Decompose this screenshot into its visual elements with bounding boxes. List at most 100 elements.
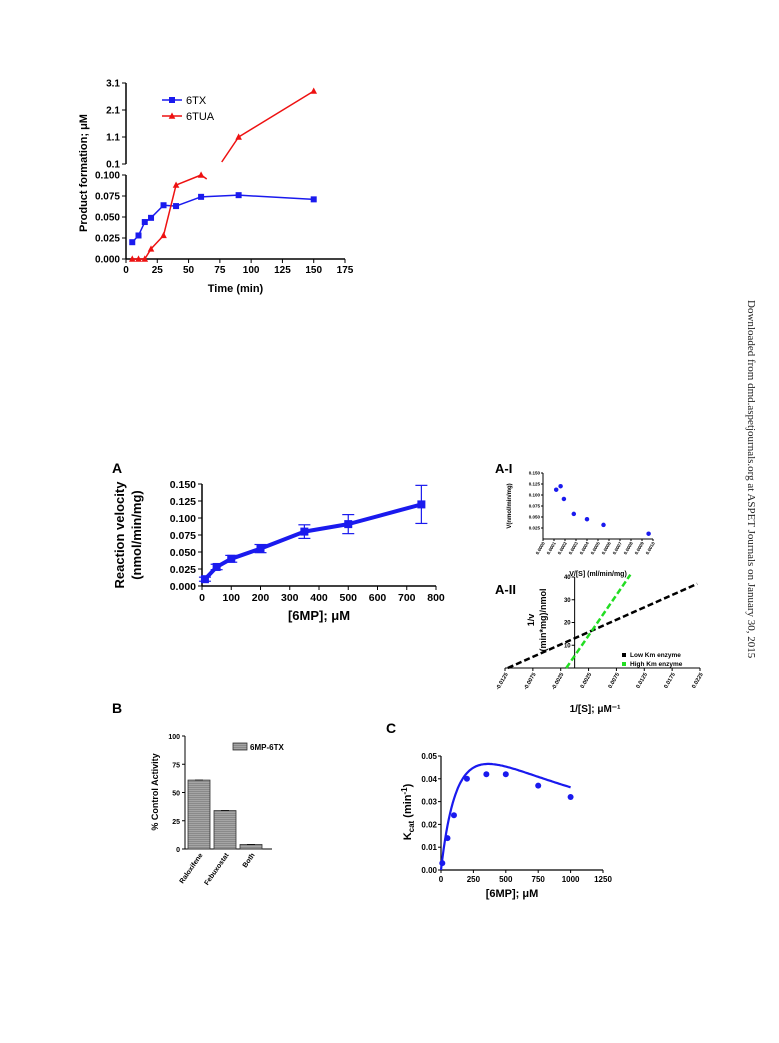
series-line [238,194,314,201]
series-6TX [129,192,317,246]
fit-curve [439,762,571,871]
x-tick-label: 0.0175 [663,672,677,690]
x-tick-label: 0.0006 [601,541,612,556]
legend-marker [169,97,175,103]
x-tick-label: 50 [183,265,195,276]
data-point [561,496,567,502]
y-tick-label: 0.100 [170,513,196,525]
x-tick-label: 250 [467,875,481,884]
y-tick-label: 30 [564,598,571,604]
data-point [310,87,318,94]
data-point [450,812,457,819]
data-point [235,192,242,199]
x-tick-label: 0.0009 [634,541,645,556]
y-tick-label: 0.125 [529,482,541,487]
x-tick-label: 800 [427,592,445,604]
data-point [553,487,559,492]
legend-label: 6TUA [186,111,215,123]
x-tick-label: 1000 [562,875,580,884]
x-tick-label: 0.0010 [645,541,656,556]
y-axis-label: Reaction velocity [112,481,127,589]
x-tick-label: 0.0025 [580,672,594,690]
x-tick-label: -0.0025 [551,672,566,691]
legend: 6MP-6TX [232,742,284,752]
y-tick-label: 0.150 [170,479,196,491]
data-point [300,527,309,536]
x-tick-label: 0.0225 [691,672,705,690]
y-axis-label: Kcat (min-1) [400,783,416,840]
series-line [175,196,202,207]
data-point [135,255,142,262]
data-point [173,203,180,210]
x-tick-label: Raloxifene [179,852,205,885]
x-axis-label: Time (min) [208,283,264,295]
data-point [483,771,490,778]
data-point [160,202,167,209]
series-line-high-km [565,574,632,669]
panel-label-b: B [112,700,122,716]
bar [187,779,211,850]
x-tick-label: 0.0125 [635,672,649,690]
x-tick-label: 0.0008 [623,541,634,556]
chart-panel-b: B 0 25 50 75 100 % Control Activity RaloxifeneF… [112,700,284,887]
legend-swatch [232,742,248,751]
y-tick-label: 50 [172,791,180,798]
data-point [571,511,577,517]
x-tick-label: 100 [222,592,240,604]
series-line [238,90,315,138]
x-tick-label: 0.0002 [557,541,568,556]
y-tick-label: 0.100 [529,493,541,498]
bar [213,810,237,850]
x-tick-label: 0 [123,265,129,276]
data-point [502,771,509,778]
data-point [212,562,221,571]
x-tick-label: 150 [305,265,322,276]
series-6TUA [128,87,318,262]
x-tick-label: 700 [398,592,416,604]
series-line-low-km [507,582,698,670]
y-axis-label: 1/v [526,614,536,627]
legend-label: 6TX [186,95,207,107]
x-tick-label: 0 [439,875,444,884]
x-axis-label: V/[S] (ml/min/mg) [569,571,627,578]
series-kcat [439,762,574,871]
data-point [567,794,574,801]
panel-label-a1: A-I [495,461,512,476]
y-tick-label: 0.150 [529,471,541,476]
y-tick-label: 2.1 [106,106,120,117]
y-axis-label: (nmol/min/mg) [129,490,144,580]
y-tick-label: 0.125 [170,496,196,508]
data-point [172,181,180,188]
fit-curve [203,502,422,581]
y-tick-label: 0.000 [95,255,120,266]
download-watermark: Downloaded from dmd.aspetjournals.org at… [745,300,767,720]
y-tick-label: 0 [176,847,180,854]
panel-label-a: A [112,460,122,476]
x-tick-label: Both [242,852,257,869]
y-tick-label: 10 [564,643,571,649]
data-point [601,522,606,528]
y-tick-label: 75 [172,762,180,769]
y-tick-label: 0.075 [170,530,196,542]
x-tick-label: 0.0004 [579,541,590,556]
data-point [147,245,155,252]
y-tick-label: 0.075 [529,504,541,509]
download-watermark-text: Downloaded from dmd.aspetjournals.org at… [745,300,757,659]
x-tick-label: 500 [339,592,357,604]
x-tick-label: 200 [252,592,270,604]
series-line [201,194,239,198]
x-tick-label: 0.0000 [535,541,546,556]
x-axis-label: 1/[S]; μM⁻¹ [570,704,622,715]
x-tick-label: 400 [310,592,328,604]
y-axis-label: Product formation; μM [78,114,90,232]
chart-panel-a2: A-II -0.0125 -0.0075 -0.0025 0.0025 0.0075 0.0… [495,574,705,715]
y-tick-label: 0.025 [529,526,541,531]
y-axis-label-rest: (min [402,794,414,821]
data-point [535,782,542,789]
y-axis-label-sup: -1 [400,787,409,795]
y-tick-label: 40 [564,575,571,581]
y-tick-label: 0.02 [421,820,437,829]
chart-panel-a1: A-I0.0000 0.0001 0.0002 0.0003 0.0004 0.0005 0… [495,461,656,578]
panel-label-c: C [386,720,396,736]
